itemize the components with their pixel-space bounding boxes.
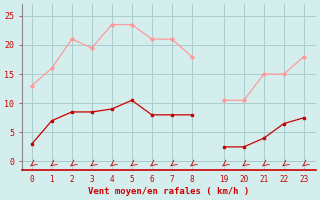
- X-axis label: Vent moyen/en rafales ( km/h ): Vent moyen/en rafales ( km/h ): [88, 187, 250, 196]
